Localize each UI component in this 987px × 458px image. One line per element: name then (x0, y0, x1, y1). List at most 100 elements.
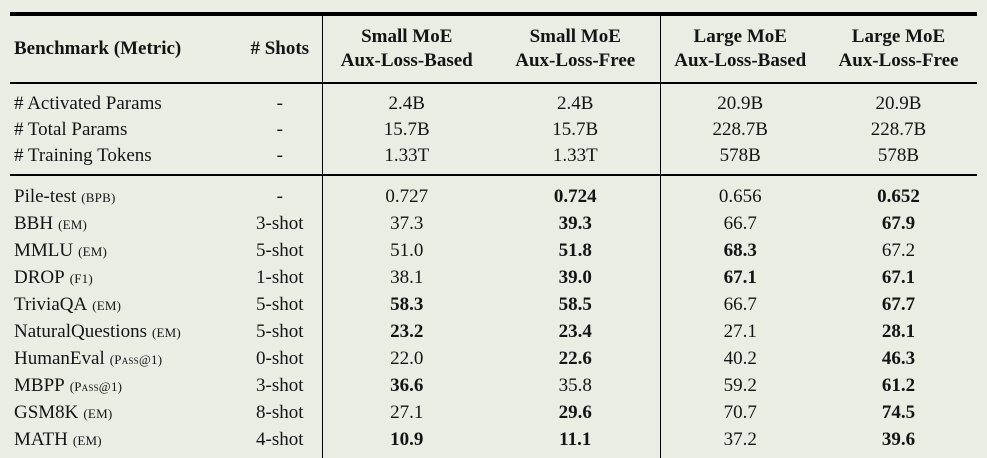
column-header-large-aux-loss-based: Large MoE Aux-Loss-Based (659, 14, 820, 84)
benchmark-name: MATH (14, 428, 68, 450)
table-row: MMLU (EM) 5-shot 51.0 51.8 68.3 67.2 (10, 237, 977, 264)
benchmark-name-cell: TriviaQA (EM) (10, 291, 238, 318)
value-cell: 0.656 (659, 175, 820, 210)
metric-label: (EM) (151, 324, 181, 340)
table-row: Pile-test (BPB) - 0.727 0.724 0.656 0.652 (10, 175, 977, 210)
table-row: GSM8K (EM) 8-shot 27.1 29.6 70.7 74.5 (10, 399, 977, 426)
benchmark-name: GSM8K (14, 401, 79, 423)
metric-label: (EM) (58, 216, 88, 232)
benchmark-name: MBPP (14, 374, 65, 396)
value-cell: 66.7 (659, 210, 820, 237)
benchmark-name-cell: MATH (EM) (10, 426, 238, 458)
table-row: # Training Tokens -1.33T 1.33T 578B 578B (10, 143, 977, 176)
table-row: BBH (EM) 3-shot 37.3 39.3 66.7 67.9 (10, 210, 977, 237)
shots-cell: - (276, 185, 283, 207)
table-row: DROP (F1) 1-shot 38.1 39.0 67.1 67.1 (10, 264, 977, 291)
shots-cell: 5-shot (256, 320, 304, 342)
benchmark-name-cell: # Activated Params (10, 83, 238, 117)
benchmark-name-cell: # Total Params (10, 117, 238, 143)
column-header-small-aux-loss-based: Small MoE Aux-Loss-Based (321, 14, 491, 84)
metric-label: (Pass@1) (69, 378, 123, 394)
value-cell: 0.727 (321, 175, 491, 210)
value-cell: 67.1 (659, 264, 820, 291)
metric-label: (EM) (72, 432, 102, 448)
benchmark-name: # Training Tokens (14, 145, 152, 166)
value-cell: 35.8 (558, 374, 592, 396)
benchmark-name-cell: Pile-test (BPB) (10, 175, 238, 210)
value-cell: 20.9B (875, 93, 922, 114)
column-header-benchmark: Benchmark (Metric) (10, 14, 238, 84)
header-line-2: Aux-Loss-Free (838, 50, 959, 71)
value-cell: 578B (820, 143, 977, 176)
value-cell: 39.3 (558, 212, 592, 234)
header-row: Benchmark (Metric) # Shots Small MoE Aux… (10, 14, 977, 84)
value-cell: 66.7 (659, 291, 820, 318)
value-cell: 68.3 (659, 237, 820, 264)
shots-cell: - (276, 93, 283, 114)
metric-label: (F1) (69, 270, 93, 286)
metric-label: (BPB) (81, 189, 116, 205)
value-cell: 58.3 (321, 291, 491, 318)
shots-cell: 5-shot (256, 239, 304, 261)
benchmark-name: # Activated Params (14, 93, 162, 114)
value-cell: 228.7B (659, 117, 820, 143)
table-row: MBPP (Pass@1) 3-shot 36.6 35.8 59.2 61.2 (10, 372, 977, 399)
shots-cell: 5-shot (256, 293, 304, 315)
value-cell: 67.7 (881, 293, 916, 315)
header-line-1: Large MoE (693, 26, 787, 47)
value-cell: 11.1 (559, 428, 592, 450)
header-line-2: Aux-Loss-Based (674, 50, 807, 71)
value-cell: 27.1 (659, 318, 820, 345)
value-cell: 37.2 (659, 426, 820, 458)
value-cell: 28.1 (881, 320, 916, 342)
benchmark-name: Pile-test (14, 185, 77, 207)
column-header-shots: # Shots (238, 14, 322, 84)
value-cell: 22.6 (558, 347, 592, 369)
value-cell: 228.7B (870, 119, 927, 140)
header-line-2: Aux-Loss-Based (340, 50, 473, 71)
value-cell: 39.0 (558, 266, 592, 288)
value-cell: 38.1 (321, 264, 491, 291)
value-cell: 1.33T (491, 143, 660, 176)
value-cell: 36.6 (321, 372, 491, 399)
metric-label: (EM) (83, 405, 113, 421)
table-row: # Activated Params - 2.4B 2.4B 20.9B 20.9B (10, 83, 977, 117)
value-cell: 67.1 (881, 266, 916, 288)
value-cell: 22.0 (321, 345, 491, 372)
benchmark-name-cell: # Training Tokens (10, 143, 238, 176)
value-cell: 2.4B (321, 83, 491, 117)
benchmark-name: NaturalQuestions (14, 320, 147, 342)
value-cell: 59.2 (659, 372, 820, 399)
value-cell: 29.6 (558, 401, 592, 423)
shots-cell: - (238, 143, 322, 176)
metric-label: (EM) (78, 243, 108, 259)
value-cell: 67.9 (881, 212, 916, 234)
results-table: Benchmark (Metric) # Shots Small MoE Aux… (10, 12, 977, 458)
header-line-1: Small MoE (361, 26, 453, 47)
metric-label: (EM) (92, 297, 122, 313)
value-cell: 37.3 (321, 210, 491, 237)
value-cell: 61.2 (881, 374, 916, 396)
value-cell: 39.6 (881, 428, 916, 450)
value-cell: 0.724 (553, 185, 597, 207)
value-cell: 58.5 (558, 293, 592, 315)
shots-cell: 3-shot (256, 212, 304, 234)
benchmark-name-cell: NaturalQuestions (EM) (10, 318, 238, 345)
benchmark-name: # Total Params (14, 119, 128, 140)
benchmark-name-cell: HumanEval (Pass@1) (10, 345, 238, 372)
value-cell: 23.4 (558, 320, 592, 342)
benchmark-name: HumanEval (14, 347, 105, 369)
shots-cell: - (276, 119, 283, 140)
value-cell: 20.9B (659, 83, 820, 117)
shots-cell: 3-shot (256, 374, 304, 396)
table-row: # Total Params - 15.7B 15.7B 228.7B 228.7B (10, 117, 977, 143)
benchmark-name: TriviaQA (14, 293, 88, 315)
benchmark-name-cell: MMLU (EM) (10, 237, 238, 264)
benchmark-name-cell: MBPP (Pass@1) (10, 372, 238, 399)
value-cell: 74.5 (881, 401, 916, 423)
value-cell: 578B (659, 143, 820, 176)
shots-cell: 1-shot (256, 266, 304, 288)
value-cell: 23.2 (321, 318, 491, 345)
column-header-small-aux-loss-free: Small MoE Aux-Loss-Free (491, 14, 660, 84)
